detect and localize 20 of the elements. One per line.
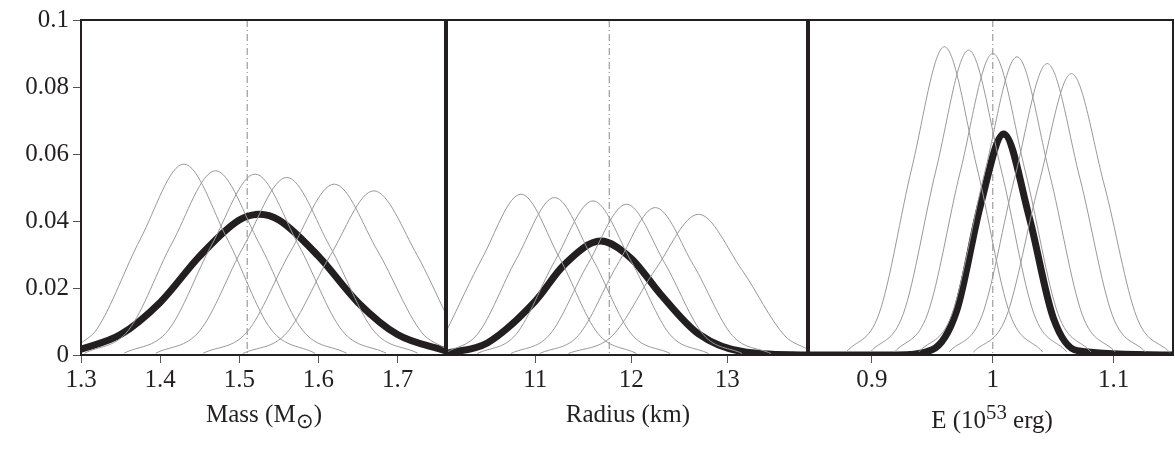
x-axis-title: Radius (km) <box>564 400 692 428</box>
x-tick-label: 11 <box>523 364 548 392</box>
y-tick-label: 0.1 <box>37 4 69 32</box>
y-tick-label: 0.04 <box>25 205 70 233</box>
y-tick-label: 0.08 <box>25 71 69 99</box>
x-tick-label: 13 <box>714 364 740 392</box>
y-tick-label: 0.02 <box>25 272 69 300</box>
x-tick-label: 1.1 <box>1098 364 1130 392</box>
x-tick-label: 1.4 <box>144 364 177 392</box>
x-tick-label: 1.5 <box>223 364 255 392</box>
x-tick-label: 1.7 <box>381 364 414 392</box>
x-tick-label: 0.9 <box>856 364 888 392</box>
x-axis-title: Mass (M$_{⊙}$) <box>205 400 323 434</box>
x-tick-label: 1.6 <box>302 364 335 392</box>
y-tick-label: 0 <box>56 339 69 367</box>
y-tick-label: 0.06 <box>25 138 69 166</box>
x-tick-label: 1.3 <box>65 364 97 392</box>
x-tick-label: 12 <box>618 364 644 392</box>
x-tick-label: 1 <box>986 364 1000 392</box>
x-axis-title: E (10$^{53}$ erg) <box>930 400 1054 435</box>
